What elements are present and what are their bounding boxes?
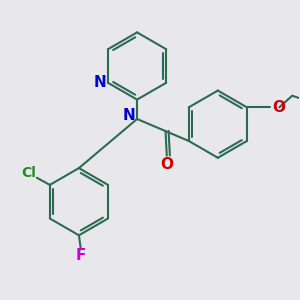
Text: N: N [94,75,106,90]
Text: O: O [272,100,285,115]
Text: N: N [122,108,135,123]
Text: O: O [160,157,173,172]
Text: Cl: Cl [22,166,37,180]
Text: F: F [76,248,86,263]
